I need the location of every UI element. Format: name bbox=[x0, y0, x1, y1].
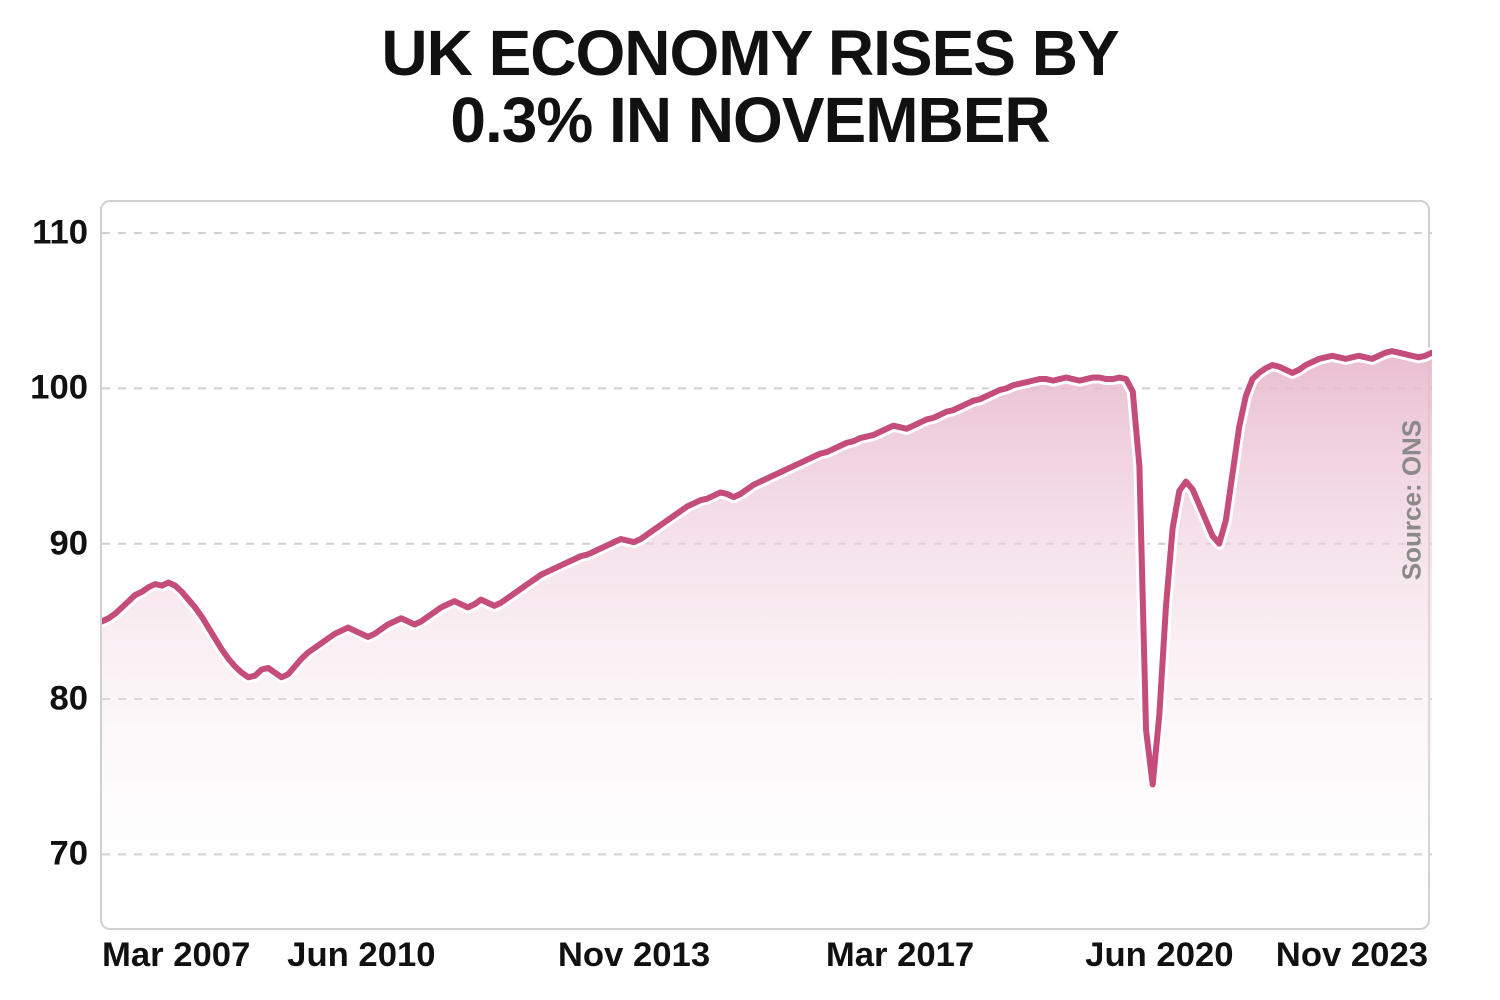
source-label: Source: ONS bbox=[1396, 420, 1427, 580]
x-tick-label: Jun 2020 bbox=[1085, 936, 1233, 975]
chart-title: UK ECONOMY RISES BY 0.3% IN NOVEMBER bbox=[0, 20, 1500, 154]
x-tick-label: Nov 2013 bbox=[558, 936, 710, 975]
x-tick-label: Mar 2007 bbox=[102, 936, 250, 975]
y-tick-label: 110 bbox=[32, 214, 88, 253]
y-tick-label: 80 bbox=[49, 680, 88, 719]
x-tick-label: Nov 2023 bbox=[1276, 936, 1428, 975]
y-tick-label: 100 bbox=[30, 369, 88, 408]
chart-plot-area: 708090100110Mar 2007Jun 2010Nov 2013Mar … bbox=[100, 200, 1430, 930]
y-tick-label: 90 bbox=[49, 524, 88, 563]
y-tick-label: 70 bbox=[49, 835, 88, 874]
x-tick-label: Mar 2017 bbox=[826, 936, 974, 975]
chart-svg bbox=[102, 202, 1432, 932]
figure: UK ECONOMY RISES BY 0.3% IN NOVEMBER 708… bbox=[0, 0, 1500, 1000]
x-tick-label: Jun 2010 bbox=[287, 936, 435, 975]
